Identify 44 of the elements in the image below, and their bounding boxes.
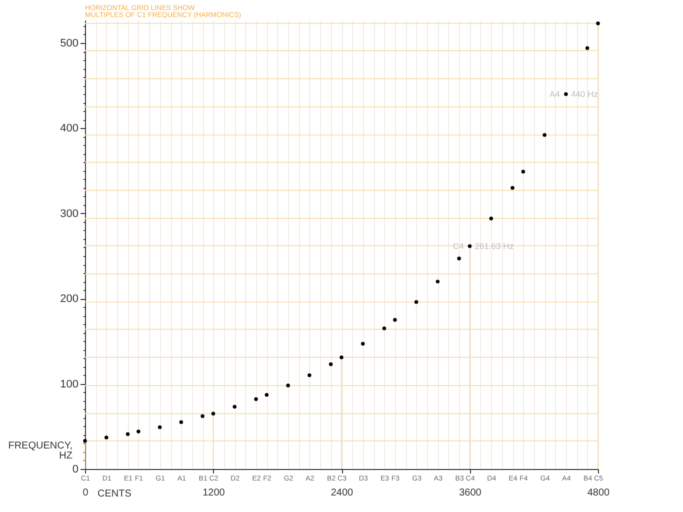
x2-tick-label: 0	[82, 488, 89, 498]
point	[585, 46, 590, 50]
y-tick-label: 200	[60, 293, 78, 306]
point	[521, 170, 526, 174]
point	[542, 133, 546, 137]
point	[158, 425, 162, 430]
point	[104, 436, 108, 440]
point	[264, 393, 269, 397]
point	[564, 92, 568, 96]
point	[361, 342, 365, 346]
point	[179, 420, 184, 424]
x2-tick-label: 4800	[587, 488, 610, 498]
point	[286, 384, 290, 388]
x2-tick-label: 2400	[330, 488, 354, 498]
point	[414, 300, 418, 304]
y-tick-label: 100	[60, 378, 78, 390]
annotation: A4	[550, 89, 560, 100]
y-axis-title: FREQUENCY, HZ	[8, 440, 72, 462]
point	[457, 256, 461, 260]
point	[436, 280, 440, 284]
point	[83, 439, 87, 443]
point	[308, 373, 312, 378]
y-tick-label: 0	[72, 464, 78, 476]
point	[596, 22, 600, 26]
point	[328, 362, 333, 366]
x2-tick-label: 3600	[459, 488, 482, 498]
point	[126, 432, 130, 436]
point	[393, 318, 397, 322]
x2-tick-label: 1200	[202, 488, 226, 498]
point	[489, 216, 493, 220]
y-tick-label: 500	[60, 38, 78, 50]
y-tick-label: 300	[60, 208, 78, 220]
point	[254, 397, 258, 402]
y-tick-label: 400	[60, 122, 78, 135]
point	[232, 404, 236, 409]
point	[382, 326, 386, 330]
data-label: 440 Hz	[570, 89, 598, 100]
point	[200, 414, 204, 418]
point	[136, 430, 140, 434]
point	[510, 186, 514, 190]
x2-axis-title: CENTS	[98, 488, 132, 500]
point	[468, 244, 472, 248]
point	[211, 412, 216, 416]
point	[340, 356, 344, 360]
